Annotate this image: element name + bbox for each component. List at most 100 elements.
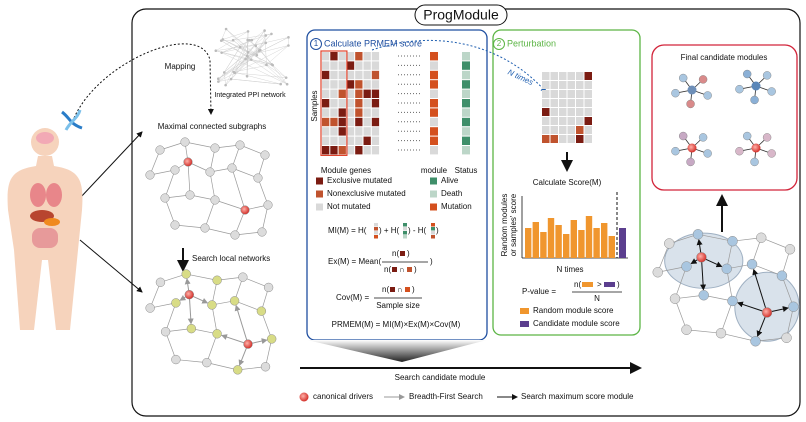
sym [392, 267, 397, 272]
ppi-edge [221, 52, 288, 85]
ppi-node [220, 51, 223, 54]
ppi-node [254, 44, 258, 48]
module-node [671, 88, 680, 98]
node [781, 332, 792, 343]
ppi-node [255, 53, 259, 57]
samples-label: Samples [310, 90, 319, 121]
final-title: Final candidate modules [681, 53, 768, 62]
matrix-cell [576, 99, 584, 107]
edge [257, 177, 269, 206]
ppi-node [245, 54, 249, 58]
formula: ) [414, 265, 417, 274]
ppi-edge [218, 78, 232, 82]
random-bar [570, 220, 577, 258]
matrix-cell [346, 89, 355, 98]
matrix-cell [355, 127, 363, 136]
mapping-arrow [73, 43, 214, 119]
legend-label: Not mutated [327, 202, 371, 211]
matrix-cell [559, 99, 567, 107]
ppi-edge [255, 45, 273, 66]
ppi-node [270, 63, 274, 66]
node [212, 275, 222, 285]
edge [674, 298, 687, 330]
matrix-cell [346, 117, 355, 127]
y-label: or samples' score [509, 193, 518, 256]
module-cell [430, 117, 438, 127]
ppi-node [285, 82, 289, 86]
matrix-cell [542, 81, 550, 89]
matrix-cell [567, 99, 575, 107]
matrix-cell [559, 72, 567, 80]
legend-label: canonical drivers [313, 392, 373, 401]
matrix-cell [355, 117, 363, 127]
ppi-edge [218, 45, 289, 82]
matrix-cell [576, 126, 584, 134]
pancreas [44, 218, 60, 226]
ppi-edge [245, 37, 289, 60]
matrix-cell [330, 117, 338, 127]
matrix-cell [338, 89, 346, 98]
ppi-edge [218, 56, 248, 79]
matrix-cell [322, 146, 330, 155]
random-bar [601, 223, 608, 258]
n-open: n( [574, 280, 581, 289]
edge [204, 227, 236, 236]
ppi-edge [251, 59, 272, 65]
module-node [698, 75, 708, 84]
matrix-cell [322, 99, 330, 108]
status-cell [462, 70, 470, 80]
random-bar [525, 228, 532, 258]
module-cell [430, 146, 438, 155]
matrix-cell [576, 117, 584, 125]
formula: ) + H( [379, 226, 400, 235]
legend-swatch [430, 190, 437, 198]
lung [30, 183, 46, 207]
node [681, 324, 692, 335]
matrix-cell [550, 99, 558, 107]
edge [211, 304, 218, 334]
matrix-cell [330, 80, 338, 89]
matrix-cell [550, 72, 558, 80]
mini-cell [403, 235, 407, 239]
edge [231, 167, 259, 179]
ppi-node [231, 38, 235, 42]
matrix-cell [576, 90, 584, 98]
node [681, 261, 692, 272]
node [260, 150, 270, 160]
matrix-cell [322, 127, 330, 136]
step1-number: 1 [314, 39, 319, 48]
ppi-node [263, 29, 266, 32]
human-body [7, 128, 83, 330]
module-center [751, 81, 761, 91]
matrix-cell [346, 61, 355, 70]
edge [755, 337, 787, 342]
ppi-node [249, 58, 253, 61]
matrix-cell [346, 99, 355, 108]
edge [164, 169, 176, 199]
matrix-cell [542, 72, 550, 80]
matrix-cell [584, 135, 592, 143]
matrix-cell [346, 127, 355, 136]
matrix-cell [322, 80, 330, 89]
node [180, 137, 190, 147]
module-node [767, 87, 776, 96]
mini-cell [431, 223, 435, 227]
ppi-node [217, 80, 220, 83]
matrix-cell [559, 90, 567, 98]
ppi-node [258, 48, 262, 52]
module-node [762, 133, 772, 142]
edge [697, 233, 733, 242]
matrix-cell [363, 61, 371, 70]
ppi-edge [225, 33, 272, 86]
matrix-cell [371, 108, 380, 117]
matrix-cell [322, 61, 330, 70]
legend-swatch [430, 177, 437, 185]
ppi-edge [280, 77, 287, 85]
matrix-cell [550, 108, 558, 116]
ppi-node [244, 57, 247, 61]
status-cell [462, 108, 470, 117]
step1-circle [310, 38, 322, 50]
matrix-cell [550, 126, 558, 134]
ppi-node [214, 49, 218, 53]
driver-icon [299, 392, 309, 402]
